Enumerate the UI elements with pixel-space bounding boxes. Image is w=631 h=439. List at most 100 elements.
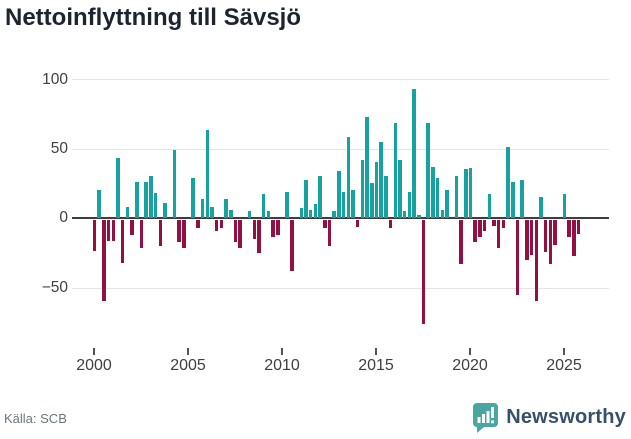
- bar-2014Q2: [360, 159, 365, 218]
- bar-2004Q4: [182, 220, 186, 248]
- bar-2002Q4: [144, 181, 148, 218]
- zero-axis-line: [72, 217, 609, 219]
- bar-2003Q4: [163, 202, 167, 218]
- y-tick-label-0: 0: [59, 209, 68, 226]
- newsworthy-wordmark: Newsworthy: [506, 406, 626, 428]
- gridline-neg50: [72, 288, 609, 289]
- bar-2020Q3: [478, 220, 482, 237]
- chart-title: Nettoinflyttning till Sävsjö: [5, 4, 302, 31]
- x-tick-2000: [93, 348, 95, 355]
- bar-2011Q4: [313, 204, 318, 218]
- bar-2010Q2: [285, 191, 289, 218]
- bar-2012Q2: [323, 220, 327, 229]
- bar-2007Q2: [229, 209, 233, 218]
- newsworthy-logo-icon: [471, 402, 499, 433]
- bar-2005Q3: [196, 220, 200, 229]
- y-tick-label-neg50: −50: [41, 279, 68, 296]
- bar-2014Q4: [370, 183, 374, 218]
- x-tick-label-2015: 2015: [358, 357, 394, 374]
- x-tick-2025: [563, 348, 565, 355]
- x-tick-label-2025: 2025: [546, 357, 582, 374]
- bar-2001Q3: [120, 220, 125, 264]
- bar-2009Q2: [266, 211, 271, 218]
- x-tick-label-2005: 2005: [170, 357, 206, 374]
- bar-2002Q2: [135, 181, 139, 218]
- bar-2018Q4: [445, 190, 449, 218]
- bar-2001Q2: [116, 158, 120, 218]
- bar-2019Q2: [454, 176, 459, 218]
- bar-2022Q4: [520, 180, 524, 218]
- bar-2015Q4: [388, 220, 393, 229]
- bar-2014Q3: [365, 116, 369, 218]
- bar-2003Q2: [153, 192, 158, 218]
- bar-2002Q3: [139, 220, 144, 248]
- bar-2022Q3: [515, 220, 520, 296]
- x-tick-2010: [281, 348, 283, 355]
- bar-2025Q4: [576, 220, 581, 234]
- bar-2023Q2: [529, 220, 534, 255]
- bar-2007Q3: [233, 220, 238, 243]
- x-tick-2005: [187, 348, 189, 355]
- x-tick-2015: [375, 348, 377, 355]
- bar-2012Q4: [332, 211, 336, 218]
- bar-2015Q3: [384, 176, 388, 218]
- bar-2020Q1: [468, 167, 473, 218]
- bar-2023Q3: [534, 220, 539, 301]
- newsworthy-branding: Newsworthy: [471, 402, 626, 433]
- bar-2017Q3: [421, 220, 426, 325]
- bar-2025Q2: [567, 220, 571, 237]
- bar-2009Q1: [261, 194, 266, 218]
- x-tick-label-2020: 2020: [452, 357, 488, 374]
- bar-2010Q3: [290, 220, 294, 272]
- bar-2006Q3: [214, 220, 219, 232]
- bar-2000Q1: [92, 220, 97, 251]
- bar-2024Q3: [553, 220, 557, 246]
- bar-2025Q1: [562, 194, 567, 218]
- bar-2013Q1: [337, 170, 341, 218]
- bar-2025Q3: [572, 220, 576, 257]
- bar-2008Q3: [252, 220, 257, 240]
- bar-2012Q1: [318, 176, 322, 218]
- bar-2021Q1: [487, 194, 492, 218]
- bar-2015Q1: [374, 162, 379, 218]
- bar-2022Q1: [506, 147, 510, 218]
- bar-2005Q2: [191, 177, 195, 218]
- bar-2019Q4: [464, 169, 468, 218]
- x-tick-2020: [469, 348, 471, 355]
- bar-2018Q1: [431, 166, 435, 218]
- bar-2007Q4: [238, 220, 242, 248]
- y-tick-label-100: 100: [42, 71, 68, 88]
- bar-2016Q4: [407, 191, 412, 218]
- bar-2016Q3: [402, 211, 407, 218]
- bar-2001Q1: [111, 220, 116, 241]
- bar-2005Q4: [200, 198, 205, 218]
- bar-2022Q2: [511, 181, 515, 218]
- bar-2012Q3: [327, 220, 332, 247]
- bar-2015Q2: [379, 141, 383, 218]
- bar-2008Q4: [257, 220, 261, 254]
- bar-2023Q1: [525, 220, 529, 261]
- bar-2013Q2: [341, 191, 346, 218]
- bar-2023Q4: [539, 197, 543, 218]
- bar-2017Q1: [412, 88, 416, 218]
- bar-2007Q1: [224, 198, 228, 218]
- bar-2014Q1: [355, 220, 360, 227]
- bar-2020Q4: [482, 220, 487, 232]
- bar-2006Q1: [205, 130, 210, 218]
- x-tick-label-2000: 2000: [76, 357, 112, 374]
- bar-2018Q2: [435, 177, 440, 218]
- bar-2024Q2: [548, 220, 553, 265]
- bar-2001Q4: [125, 206, 130, 218]
- bar-2021Q4: [501, 220, 506, 229]
- bar-2011Q3: [308, 209, 313, 218]
- y-tick-label-50: 50: [50, 140, 68, 157]
- gridline-100: [72, 79, 609, 80]
- bar-2003Q3: [158, 220, 163, 247]
- bar-2013Q4: [351, 190, 355, 218]
- bar-2009Q3: [271, 220, 275, 237]
- bar-2006Q2: [210, 206, 214, 218]
- bar-2008Q2: [247, 211, 252, 218]
- bar-2016Q1: [393, 123, 398, 218]
